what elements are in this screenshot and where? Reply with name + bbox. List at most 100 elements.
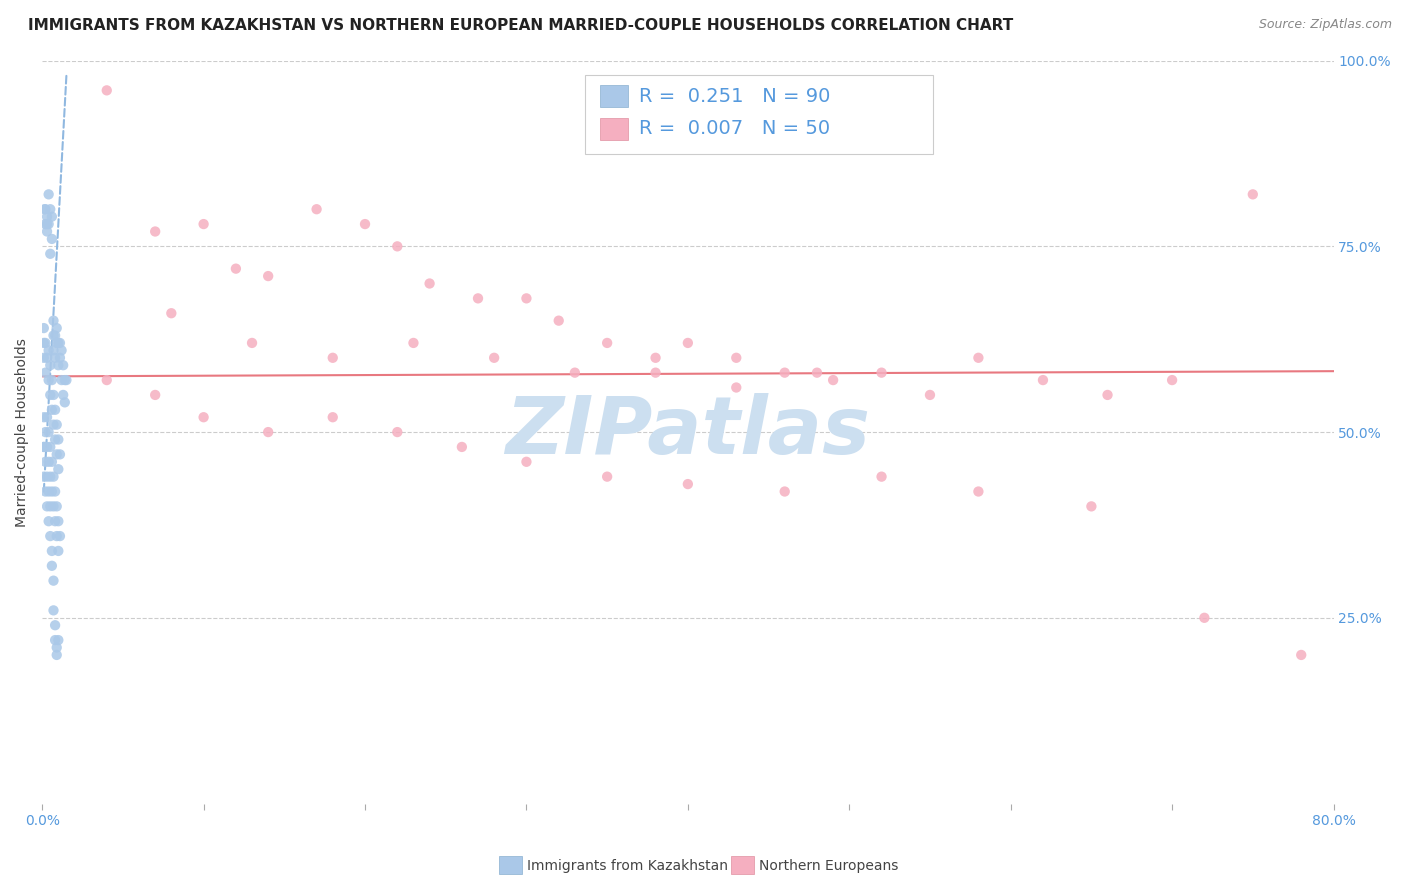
Point — [257, 269, 280, 284]
Point — [193, 410, 215, 425]
Point — [39, 358, 62, 372]
Point — [773, 484, 796, 499]
Point — [38, 455, 60, 469]
Point — [96, 83, 118, 97]
Point — [38, 484, 60, 499]
Point — [32, 335, 55, 350]
Point — [32, 440, 55, 454]
Point — [564, 366, 586, 380]
Point — [676, 335, 699, 350]
Point — [46, 633, 69, 648]
Point — [34, 217, 56, 231]
FancyBboxPatch shape — [600, 118, 628, 140]
Point — [35, 500, 58, 514]
Point — [49, 351, 72, 365]
Point — [515, 291, 537, 305]
Point — [96, 373, 118, 387]
Y-axis label: Married-couple Households: Married-couple Households — [15, 338, 30, 526]
Point — [39, 247, 62, 261]
Point — [38, 343, 60, 358]
Point — [967, 484, 990, 499]
Point — [32, 440, 55, 454]
Text: Northern Europeans: Northern Europeans — [759, 859, 898, 873]
Point — [41, 455, 63, 469]
Point — [1097, 388, 1119, 402]
Point — [42, 603, 65, 617]
Point — [918, 388, 941, 402]
Point — [515, 455, 537, 469]
Point — [32, 410, 55, 425]
Point — [42, 343, 65, 358]
Point — [41, 232, 63, 246]
Point — [34, 455, 56, 469]
Point — [52, 388, 75, 402]
Point — [32, 469, 55, 483]
Point — [46, 514, 69, 528]
Point — [143, 225, 166, 239]
Point — [1080, 500, 1102, 514]
Point — [44, 351, 66, 365]
Point — [42, 388, 65, 402]
Point — [46, 544, 69, 558]
Point — [34, 202, 56, 217]
Point — [41, 484, 63, 499]
Point — [49, 447, 72, 461]
Point — [45, 447, 67, 461]
Point — [51, 343, 73, 358]
Point — [49, 335, 72, 350]
Text: IMMIGRANTS FROM KAZAKHSTAN VS NORTHERN EUROPEAN MARRIED-COUPLE HOUSEHOLDS CORREL: IMMIGRANTS FROM KAZAKHSTAN VS NORTHERN E… — [28, 18, 1014, 33]
Point — [34, 335, 56, 350]
Point — [53, 373, 76, 387]
Point — [402, 335, 425, 350]
Point — [160, 306, 183, 320]
Point — [870, 366, 893, 380]
Point — [35, 217, 58, 231]
Point — [46, 462, 69, 476]
Point — [34, 484, 56, 499]
Point — [42, 417, 65, 432]
Point — [39, 388, 62, 402]
Point — [644, 351, 666, 365]
Point — [1161, 373, 1184, 387]
Point — [53, 395, 76, 409]
Point — [35, 410, 58, 425]
Point — [1241, 187, 1264, 202]
Point — [52, 358, 75, 372]
Point — [725, 380, 748, 394]
Point — [240, 335, 263, 350]
Text: Source: ZipAtlas.com: Source: ZipAtlas.com — [1258, 18, 1392, 31]
Point — [32, 321, 55, 335]
Point — [46, 358, 69, 372]
Point — [44, 633, 66, 648]
Point — [257, 425, 280, 439]
Point — [38, 514, 60, 528]
Text: R =  0.251   N = 90: R = 0.251 N = 90 — [638, 87, 830, 106]
Point — [676, 477, 699, 491]
Point — [644, 366, 666, 380]
Point — [45, 640, 67, 655]
Point — [419, 277, 441, 291]
Text: R =  0.007   N = 50: R = 0.007 N = 50 — [638, 120, 830, 138]
Point — [38, 217, 60, 231]
Point — [51, 373, 73, 387]
Point — [45, 529, 67, 543]
Point — [35, 469, 58, 483]
Point — [34, 425, 56, 439]
Point — [1289, 648, 1312, 662]
Point — [42, 574, 65, 588]
Point — [44, 484, 66, 499]
Point — [34, 366, 56, 380]
Point — [49, 529, 72, 543]
Point — [44, 514, 66, 528]
Point — [387, 239, 409, 253]
Point — [46, 335, 69, 350]
Text: Immigrants from Kazakhstan: Immigrants from Kazakhstan — [527, 859, 728, 873]
Point — [39, 469, 62, 483]
Point — [39, 500, 62, 514]
Point — [45, 500, 67, 514]
Point — [35, 210, 58, 224]
Point — [467, 291, 489, 305]
Point — [44, 328, 66, 343]
Point — [870, 469, 893, 483]
Point — [41, 402, 63, 417]
